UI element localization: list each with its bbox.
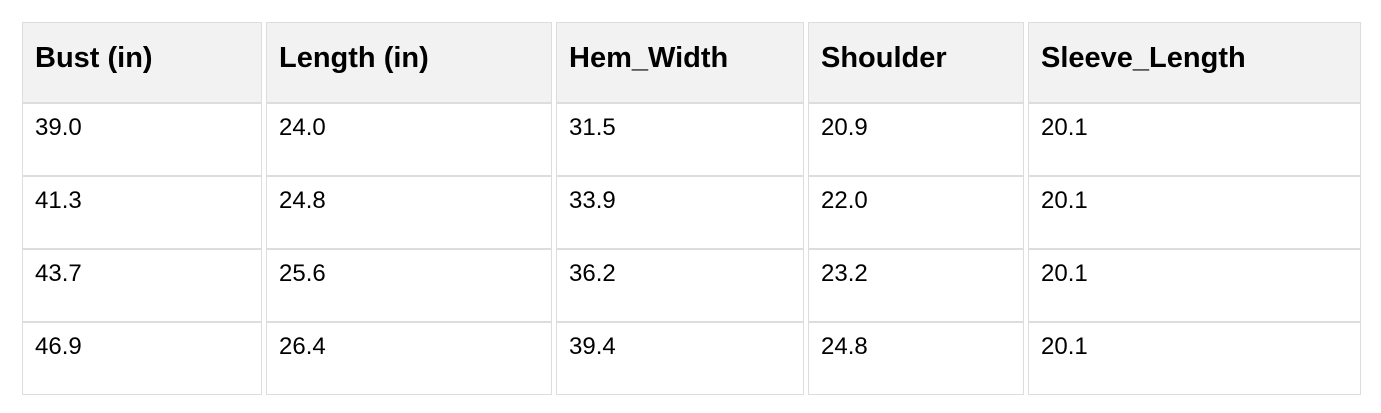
table-cell-length: 24.8: [266, 176, 552, 249]
column-header-sleeve-length: Sleeve_Length: [1028, 22, 1361, 103]
table-cell-hem-width: 33.9: [556, 176, 804, 249]
table-cell-shoulder: 24.8: [808, 322, 1024, 395]
table-cell-length: 24.0: [266, 103, 552, 176]
column-header-bust: Bust (in): [22, 22, 262, 103]
header-row: Bust (in) Length (in) Hem_Width Shoulder…: [22, 22, 1361, 103]
table-row: 43.7 25.6 36.2 23.2 20.1: [22, 249, 1361, 322]
table-cell-sleeve-length: 20.1: [1028, 322, 1361, 395]
table-cell-hem-width: 39.4: [556, 322, 804, 395]
column-header-shoulder: Shoulder: [808, 22, 1024, 103]
table-cell-sleeve-length: 20.1: [1028, 103, 1361, 176]
table-cell-hem-width: 31.5: [556, 103, 804, 176]
table-cell-bust: 41.3: [22, 176, 262, 249]
table-row: 46.9 26.4 39.4 24.8 20.1: [22, 322, 1361, 395]
table-cell-sleeve-length: 20.1: [1028, 176, 1361, 249]
table-row: 41.3 24.8 33.9 22.0 20.1: [22, 176, 1361, 249]
table-row: 39.0 24.0 31.5 20.9 20.1: [22, 103, 1361, 176]
column-header-hem-width: Hem_Width: [556, 22, 804, 103]
table-cell-bust: 43.7: [22, 249, 262, 322]
table-cell-bust: 39.0: [22, 103, 262, 176]
table-cell-length: 25.6: [266, 249, 552, 322]
table-cell-shoulder: 22.0: [808, 176, 1024, 249]
table-cell-shoulder: 20.9: [808, 103, 1024, 176]
column-header-length: Length (in): [266, 22, 552, 103]
table-cell-hem-width: 36.2: [556, 249, 804, 322]
size-measurements-table: Bust (in) Length (in) Hem_Width Shoulder…: [18, 22, 1365, 395]
table-cell-length: 26.4: [266, 322, 552, 395]
table-cell-sleeve-length: 20.1: [1028, 249, 1361, 322]
table-cell-shoulder: 23.2: [808, 249, 1024, 322]
table-cell-bust: 46.9: [22, 322, 262, 395]
